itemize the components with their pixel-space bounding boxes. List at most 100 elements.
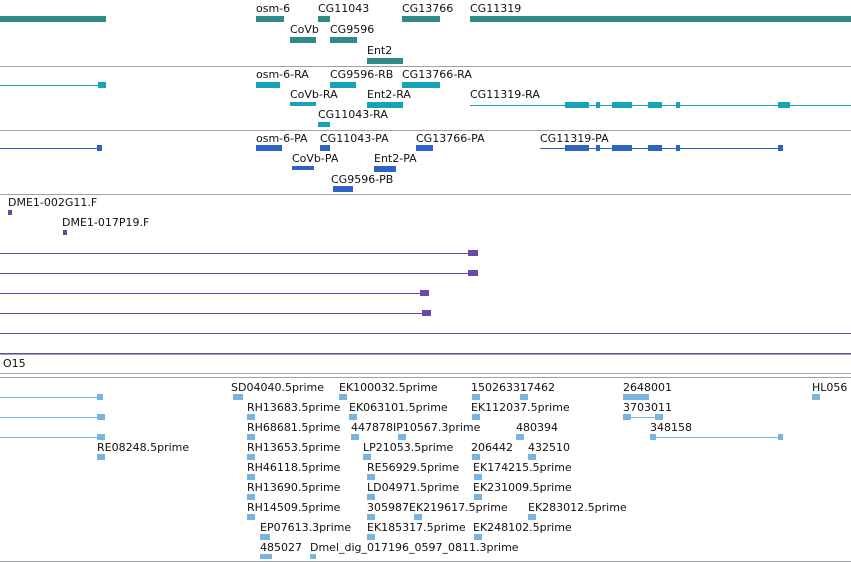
transcript-exon[interactable]: [98, 82, 106, 88]
gene-bar-cg9596[interactable]: [330, 37, 357, 43]
transcript-line-left-ra[interactable]: [0, 85, 100, 86]
transcript-exon[interactable]: [612, 145, 632, 151]
transcript-exon[interactable]: [612, 102, 632, 108]
est-marker[interactable]: [247, 454, 255, 460]
bac-line[interactable]: [0, 353, 851, 354]
est-line[interactable]: [623, 417, 661, 418]
gene-bar-left[interactable]: [0, 16, 106, 22]
est-label: Dmel_dig_017196_0597_0811.3prime: [310, 541, 519, 554]
gene-bar-covb[interactable]: [290, 37, 316, 43]
est-marker[interactable]: [472, 454, 480, 460]
track-separator: [0, 194, 851, 195]
transcript-exon[interactable]: [565, 145, 589, 151]
gene-bar-cg11319[interactable]: [470, 16, 851, 22]
est-marker[interactable]: [260, 554, 272, 559]
est-marker[interactable]: [623, 414, 631, 420]
est-marker[interactable]: [655, 414, 663, 420]
transcript-exon[interactable]: [648, 102, 662, 108]
est-marker[interactable]: [472, 394, 480, 400]
gene-bar-ent2[interactable]: [367, 58, 403, 64]
bac-line[interactable]: [0, 293, 422, 294]
transcript-bar-osm6-pa[interactable]: [256, 145, 282, 151]
bac-line[interactable]: [0, 253, 470, 254]
transcript-label-covb-ra: CoVb-RA: [290, 88, 338, 101]
est-marker[interactable]: [414, 514, 422, 520]
est-marker[interactable]: [247, 494, 255, 500]
transcript-exon[interactable]: [596, 102, 600, 108]
transcript-bar-covb-pa[interactable]: [292, 166, 314, 170]
est-marker[interactable]: [247, 434, 255, 440]
transcript-line-left-pa[interactable]: [0, 148, 100, 149]
transcript-label-cg11319-pa: CG11319-PA: [540, 132, 609, 145]
est-marker[interactable]: [623, 394, 649, 400]
gene-bar-cg11043[interactable]: [318, 16, 330, 22]
bac-end-marker[interactable]: [468, 270, 478, 276]
transcript-bar-osm6-ra[interactable]: [256, 82, 280, 88]
est-marker[interactable]: [367, 534, 375, 540]
est-marker[interactable]: [339, 394, 347, 400]
est-marker[interactable]: [247, 474, 255, 480]
est-marker[interactable]: [97, 454, 105, 460]
transcript-exon[interactable]: [676, 102, 680, 108]
transcript-exon[interactable]: [97, 145, 102, 151]
est-line[interactable]: [0, 437, 100, 438]
bac-end-marker[interactable]: [420, 290, 429, 296]
est-line[interactable]: [0, 417, 100, 418]
est-marker[interactable]: [247, 514, 255, 520]
transcript-bar-cg13766-pa[interactable]: [416, 145, 433, 151]
est-marker[interactable]: [351, 434, 359, 440]
transcript-exon[interactable]: [778, 102, 790, 108]
est-marker[interactable]: [398, 434, 406, 440]
est-marker[interactable]: [778, 434, 783, 440]
est-marker[interactable]: [260, 534, 270, 540]
est-marker[interactable]: [650, 434, 656, 440]
bac-end-marker[interactable]: [422, 310, 431, 316]
est-marker[interactable]: [812, 394, 820, 400]
est-marker[interactable]: [97, 394, 103, 400]
est-marker[interactable]: [474, 494, 482, 500]
est-marker[interactable]: [310, 554, 316, 559]
bac-end-marker[interactable]: [8, 210, 12, 215]
est-marker[interactable]: [474, 474, 482, 480]
transcript-exon[interactable]: [596, 145, 600, 151]
est-marker[interactable]: [367, 494, 375, 500]
est-label: RE56929.5prime: [367, 461, 460, 474]
est-marker[interactable]: [472, 414, 480, 420]
gene-bar-osm6[interactable]: [256, 16, 284, 22]
transcript-exon[interactable]: [648, 145, 662, 151]
est-marker[interactable]: [367, 514, 375, 520]
transcript-exon[interactable]: [565, 102, 589, 108]
est-line[interactable]: [650, 437, 782, 438]
transcript-exon[interactable]: [778, 145, 783, 151]
est-marker[interactable]: [528, 454, 536, 460]
transcript-bar-covb-ra[interactable]: [290, 102, 316, 106]
est-marker[interactable]: [474, 534, 482, 540]
gene-bar-cg13766[interactable]: [402, 16, 440, 22]
bac-end-marker[interactable]: [468, 250, 478, 256]
transcript-bar-cg11043-pa[interactable]: [320, 145, 330, 151]
est-marker[interactable]: [247, 414, 255, 420]
bac-line[interactable]: [0, 333, 851, 334]
bac-line[interactable]: [0, 313, 424, 314]
est-marker[interactable]: [363, 454, 371, 460]
est-marker[interactable]: [97, 434, 105, 440]
est-label: EK112037.5prime: [471, 401, 570, 414]
est-label: RH68681.5prime: [247, 421, 341, 434]
bac-line[interactable]: [0, 273, 470, 274]
est-marker[interactable]: [516, 434, 524, 440]
transcript-bar-ent2-pa[interactable]: [374, 166, 396, 172]
transcript-bar-cg11043-ra[interactable]: [318, 122, 330, 127]
transcript-bar-cg13766-ra[interactable]: [402, 82, 440, 88]
bac-end-marker[interactable]: [63, 230, 67, 235]
transcript-bar-cg9596-rb[interactable]: [330, 82, 356, 88]
est-marker[interactable]: [520, 394, 528, 400]
est-marker[interactable]: [97, 414, 105, 420]
transcript-bar-cg9596-pb[interactable]: [333, 186, 353, 192]
est-marker[interactable]: [367, 474, 375, 480]
transcript-exon[interactable]: [676, 145, 680, 151]
est-marker[interactable]: [349, 414, 357, 420]
est-marker[interactable]: [528, 514, 536, 520]
est-marker[interactable]: [233, 394, 243, 400]
est-line[interactable]: [0, 397, 100, 398]
transcript-bar-ent2-ra[interactable]: [367, 102, 403, 108]
